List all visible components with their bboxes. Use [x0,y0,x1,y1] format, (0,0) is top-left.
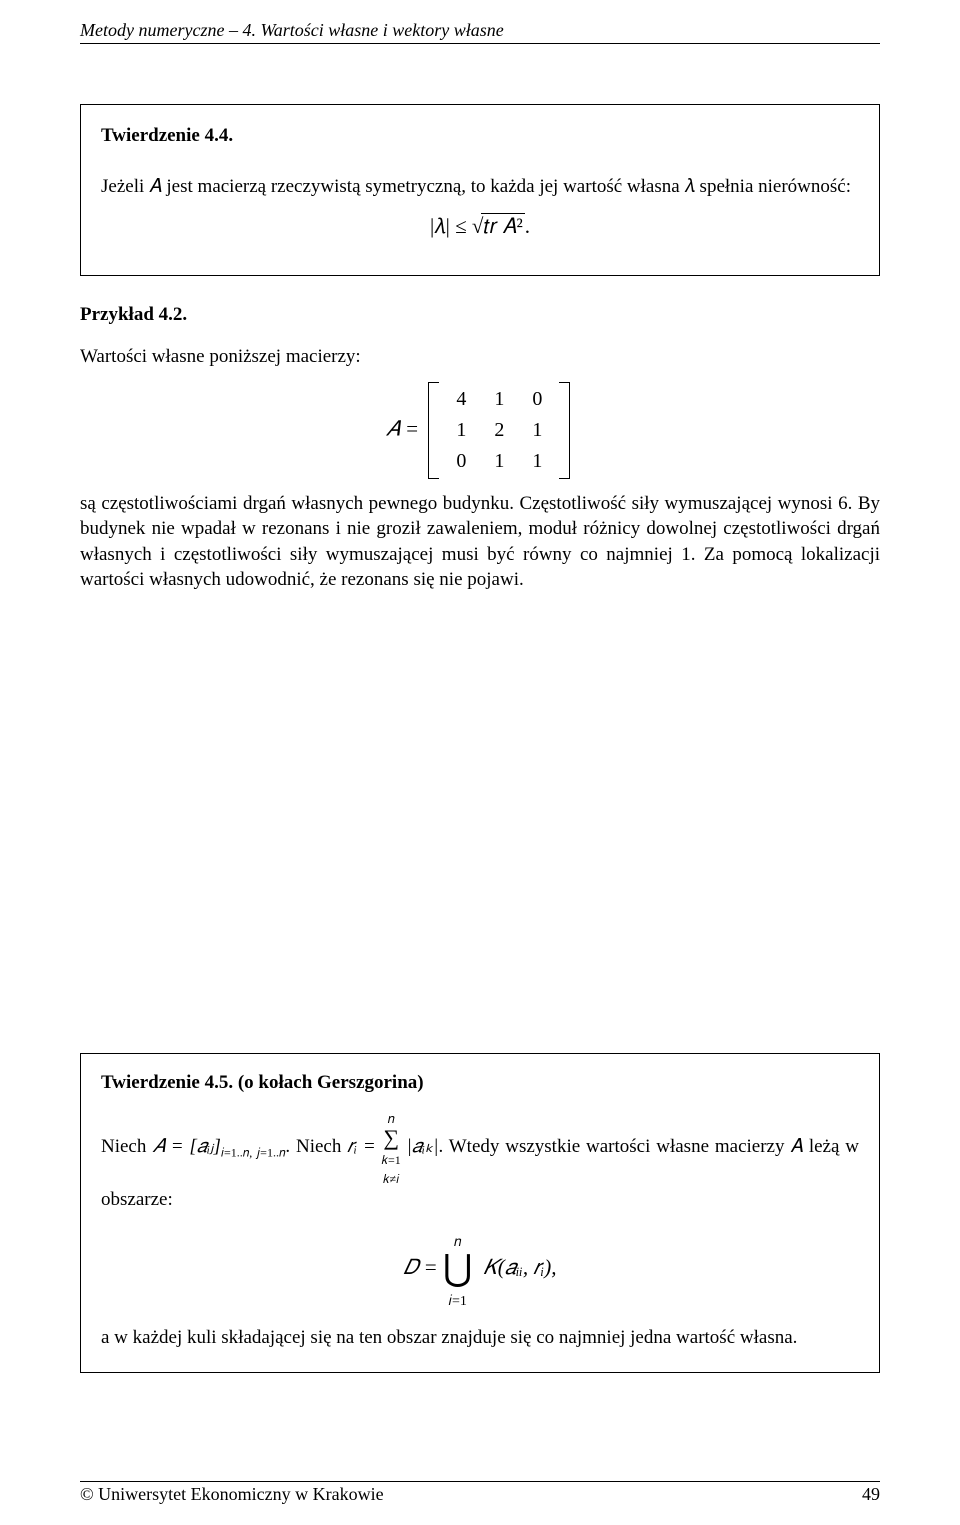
running-head: Metody numeryczne – 4. Wartości własne i… [80,20,880,44]
footer-page-number: 49 [862,1484,880,1505]
t45-rdef: 𝑟ᵢ = [347,1136,381,1157]
sum-bot2: 𝑘≠𝑖 [383,1172,399,1186]
formula-end: . [525,214,530,238]
footer-left: © Uniwersytet Ekonomiczny w Krakowie [80,1484,384,1505]
A-equals: 𝐴 = [386,416,419,440]
theorem-4-5-box: Twierdzenie 4.5. (o kołach Gerszgorina) … [80,1053,880,1373]
theorem-4-5-title: Twierdzenie 4.5. (o kołach Gerszgorina) [101,1072,859,1094]
matrix-cell: 1 [518,446,556,477]
matrix-cell: 1 [442,415,480,446]
matrix-cell: 4 [442,384,480,415]
theorem-4-4-formula: |𝜆| ≤ 𝑡𝑟 𝐴². [101,214,859,239]
theorem-4-4-statement: Jeżeli 𝐴 jest macierzą rzeczywistą symet… [101,176,851,197]
example-4-2-title: Przykład 4.2. [80,304,880,326]
example-4-2-matrix-eq: 𝐴 = 4 1 0 1 2 1 0 1 1 [80,384,880,477]
matrix-cell: 0 [442,446,480,477]
theorem-4-4-box: Twierdzenie 4.4. Jeżeli 𝐴 jest macierzą … [80,104,880,276]
union-bot: 𝑖=1 [448,1294,467,1309]
matrix-cell: 2 [480,415,518,446]
matrix-A-table: 4 1 0 1 2 1 0 1 1 [442,384,556,477]
theorem-4-4-title: Twierdzenie 4.4. [101,125,233,146]
example-4-2-intro: Wartości własne poniższej macierzy: [80,344,880,370]
t45-Asub: 𝑖=1..𝑛, 𝑗=1..𝑛 [221,1146,286,1160]
formula-sqrt-body: 𝑡𝑟 𝐴² [481,213,524,238]
union-symbol: ⋃ [443,1248,473,1288]
vspace [80,593,880,1053]
union-block: 𝑛 ⋃ 𝑖=1 [443,1227,473,1311]
example-4-2-paragraph: są częstotliwościami drgań własnych pewn… [80,491,880,594]
theorem-4-5-line1: Niech 𝐴 = [𝑎ᵢⱼ]𝑖=1..𝑛, 𝑗=1..𝑛. Niech 𝑟ᵢ … [101,1108,859,1213]
matrix-cell: 1 [480,384,518,415]
formula-abs: |𝜆| ≤ [430,214,472,238]
t45-sum-body: |𝑎ᵢₖ| [407,1136,439,1157]
matrix-cell: 0 [518,384,556,415]
t45-Adef: 𝐴 = [𝑎ᵢⱼ] [152,1136,221,1157]
theorem-4-5-formula-D: 𝐷 = 𝑛 ⋃ 𝑖=1 𝐾(𝑎ᵢᵢ, 𝑟ᵢ), [101,1227,859,1311]
t45-mid: . Niech [285,1136,347,1157]
page-footer: © Uniwersytet Ekonomiczny w Krakowie 49 [80,1481,880,1505]
D-eq: 𝐷 = [404,1255,443,1279]
theorem-4-4-text: Twierdzenie 4.4. Jeżeli 𝐴 jest macierzą … [101,123,859,200]
theorem-4-5-final: a w każdej kuli składającej się na ten o… [101,1325,859,1351]
sum-top: 𝑛 [388,1111,395,1126]
t45-pre: Niech [101,1136,152,1157]
page: Metody numeryczne – 4. Wartości własne i… [0,0,960,1525]
D-body: 𝐾(𝑎ᵢᵢ, 𝑟ᵢ), [484,1255,557,1279]
matrix-cell: 1 [480,446,518,477]
sum-symbol: ∑ [383,1125,399,1150]
matrix-A: 4 1 0 1 2 1 0 1 1 [428,384,570,477]
sum-bot1: 𝑘=1 [382,1153,401,1167]
t45-sum: 𝑛∑ 𝑘=1 𝑘≠𝑖 [382,1108,401,1187]
matrix-cell: 1 [518,415,556,446]
